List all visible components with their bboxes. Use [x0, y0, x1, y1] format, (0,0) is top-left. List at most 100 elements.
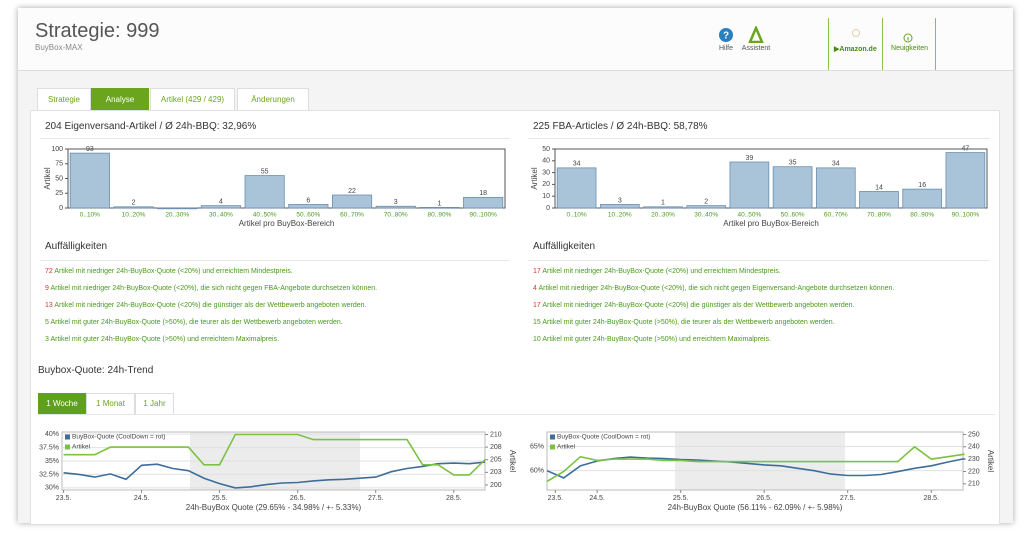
bar-chart: 0 10 20 30 40 50 Artikel 34 0..10% 3 10..20% 1 20..3…: [530, 145, 988, 228]
x-tick-label: 10..20%: [122, 212, 146, 219]
y-axis-label: Artikel: [43, 167, 52, 189]
bar: [902, 188, 943, 209]
y-tick-label: 75: [55, 161, 63, 168]
x-tick-label: 25.5.: [212, 495, 228, 502]
y-tick-label: 30%: [45, 485, 59, 492]
bar-chart-title: 204 Eigenversand-Artikel / Ø 24h-BBQ: 32…: [45, 121, 257, 132]
tab-active[interactable]: Analyse: [91, 88, 149, 110]
assistant-link[interactable]: Assistent: [741, 45, 771, 52]
divider: [40, 138, 510, 139]
finding-count: 4: [533, 285, 537, 292]
y2-tick-label: 250: [968, 431, 980, 438]
y-tick-label: 37.5%: [39, 444, 59, 451]
legend-label: Artikel: [557, 444, 576, 451]
bar: [375, 205, 416, 209]
x-tick-label: 40..50%: [737, 212, 761, 219]
finding: 17 Artikel mit niedriger 24h-BuyBox-Quot…: [533, 268, 781, 275]
assistant-icon[interactable]: [748, 26, 764, 43]
x-tick-label: 60..70%: [824, 212, 848, 219]
plot-frame: [546, 431, 964, 491]
finding-text: Artikel mit guter 24h-BuyBox-Quote (>50%…: [50, 319, 343, 326]
line-chart: 30% 32.5% 35% 37.5% 40% 200 203 205 208 210 Artike…: [39, 431, 517, 512]
news-link[interactable]: Neuigkeiten: [891, 45, 928, 52]
x-tick-label: 0..10%: [80, 212, 100, 219]
x-tick-label: 10..20%: [608, 212, 632, 219]
bar-label: 34: [573, 161, 581, 168]
period-button[interactable]: 1 Jahr: [135, 393, 174, 415]
section-heading: Auffälligkeiten: [45, 241, 108, 252]
bar: [945, 152, 986, 209]
bar-label: 3: [618, 197, 622, 204]
help-link[interactable]: Hilfe: [718, 45, 733, 52]
finding-text: Artikel mit niedriger 24h-BuyBox-Quote (…: [54, 302, 367, 309]
finding-text: Artikel mit niedriger 24h-BuyBox-Quote (…: [542, 302, 855, 309]
bar-label: 3: [394, 199, 398, 206]
finding: 15 Artikel mit guter 24h-BuyBox-Quote (>…: [533, 319, 835, 326]
page-subtitle: BuyBox-MAX: [35, 43, 83, 52]
finding: 9 Artikel mit niedriger 24h-BuyBox-Quote…: [45, 285, 377, 292]
y2-axis-label: Artikel: [508, 450, 517, 472]
tab[interactable]: Änderungen: [237, 88, 309, 110]
x-axis-label: 24h-BuyBox Quote (29.65% - 34.98% / +- 5…: [186, 503, 362, 512]
finding: 4 Artikel mit niedriger 24h-BuyBox-Quote…: [533, 285, 894, 292]
x-tick-label: 28.5.: [446, 495, 462, 502]
x-tick-label: 20..30%: [651, 212, 675, 219]
period-button[interactable]: 1 Monat: [86, 393, 135, 415]
bar: [113, 206, 154, 209]
y-tick-label: 10: [542, 193, 550, 200]
x-tick-label: 25.5.: [673, 495, 689, 502]
plot-frame: [554, 148, 988, 209]
bar: [69, 152, 110, 209]
y2-tick-label: 230: [968, 456, 980, 463]
x-tick-label: 24.5.: [589, 495, 605, 502]
x-tick-label: 27.5.: [368, 495, 384, 502]
help-icon[interactable]: ?: [718, 27, 734, 43]
y-axis-label: Artikel: [530, 167, 539, 189]
y-tick-label: 40: [542, 158, 550, 165]
tab[interactable]: Strategie: [37, 88, 91, 110]
period-button[interactable]: 1 Woche: [38, 393, 86, 415]
y2-tick-label: 208: [490, 444, 502, 451]
x-tick-label: 28.5.: [923, 495, 939, 502]
bar: [729, 161, 770, 209]
x-tick-label: 50..60%: [296, 212, 320, 219]
bar-label: 47: [962, 145, 970, 152]
line-chart: 60% 65% 210 220 230 240 250 Artikel 23.5. 24.5. 25…: [530, 431, 995, 512]
info-icon: [903, 33, 913, 43]
bar: [288, 204, 329, 209]
y-tick-label: 0: [59, 205, 63, 212]
x-axis-label: Artikel pro BuyBox-Bereich: [239, 219, 335, 228]
finding-text: Artikel mit niedriger 24h-BuyBox-Quote (…: [542, 268, 781, 275]
legend-swatch: [65, 434, 70, 440]
amazon-text[interactable]: Amazon.de: [839, 46, 877, 53]
finding-count: 13: [45, 302, 53, 309]
x-tick-label: 27.5.: [840, 495, 856, 502]
bar: [686, 205, 727, 209]
bar: [331, 194, 373, 209]
y-tick-label: 50: [542, 146, 550, 153]
amazon-box[interactable]: [828, 18, 883, 70]
x-tick-label: 20..30%: [165, 212, 189, 219]
bar: [815, 167, 856, 209]
legend-label: BuyBox-Quote (CoolDown = rot): [72, 434, 165, 441]
bar-label: 1: [437, 200, 441, 207]
bar-label: 14: [875, 184, 883, 191]
y-tick-label: 100: [51, 146, 63, 153]
x-tick-label: 24.5.: [134, 495, 150, 502]
series-line: [63, 461, 486, 489]
bar-label: 6: [306, 197, 310, 204]
y-tick-label: 35%: [45, 458, 59, 465]
news-box[interactable]: [882, 18, 936, 70]
bulb-icon: [852, 29, 860, 37]
finding-count: 17: [533, 302, 541, 309]
finding-count: 10: [533, 336, 541, 343]
x-axis-label: Artikel pro BuyBox-Bereich: [723, 219, 819, 228]
y-tick-label: 60%: [530, 468, 544, 475]
y2-tick-label: 220: [968, 468, 980, 475]
bar: [200, 205, 242, 209]
finding: 72 Artikel mit niedriger 24h-BuyBox-Quot…: [45, 268, 293, 275]
tab[interactable]: Artikel (429 / 429): [150, 88, 235, 110]
finding: 10 Artikel mit guter 24h-BuyBox-Quote (>…: [533, 336, 771, 343]
x-tick-label: 23.5.: [56, 495, 72, 502]
amazon-link[interactable]: ▶Amazon.de: [834, 46, 877, 53]
